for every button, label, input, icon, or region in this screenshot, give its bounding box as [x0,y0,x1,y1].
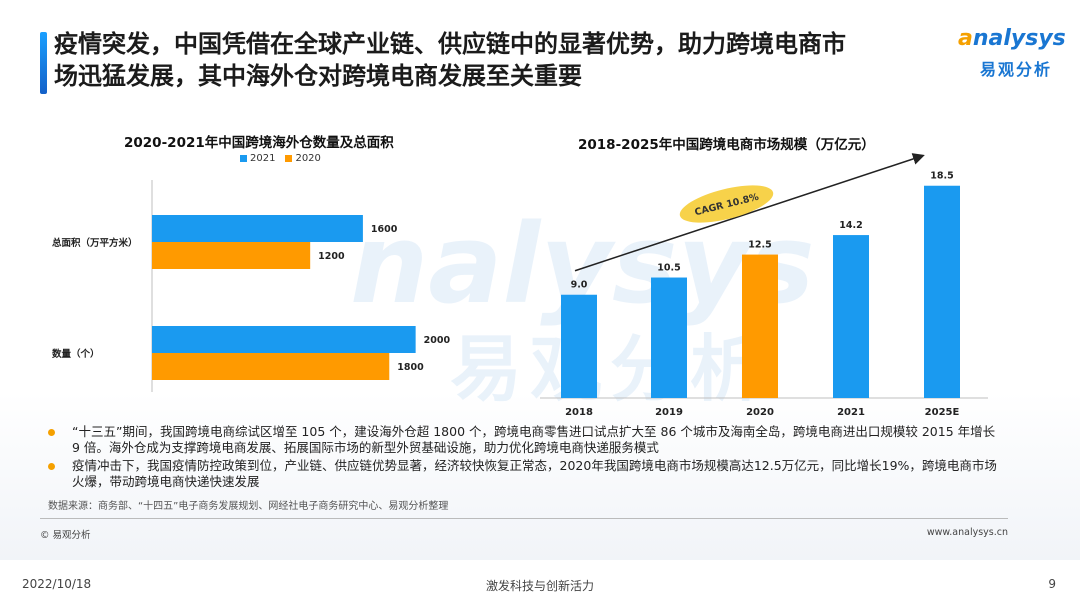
trend-arrow [574,153,925,272]
page-title-line-2: 场迅猛发展，其中海外仓对跨境电商发展至关重要 [54,62,582,90]
footer-date: 2022/10/18 [22,577,92,591]
right-chart-data-label: 9.0 [571,280,588,291]
page-title-line-1: 疫情突发，中国凭借在全球产业链、供应链中的显著优势，助力跨境电商市 [54,30,846,58]
left-chart-data-label: 1600 [371,224,398,235]
slide: nalysys 易观分析 疫情突发，中国凭借在全球产业链、供应链中的显著优势，助… [0,0,1080,560]
data-source: 数据来源：商务部、“十四五”电子商务发展规划、网经社电子商务研究中心、易观分析整… [48,501,449,512]
left-chart-bar-2021 [152,326,416,353]
right-chart-category-label: 2025E [925,407,960,418]
legend-item-2021: 2021 [240,153,275,164]
right-chart-category-label: 2020 [746,407,774,418]
left-chart-data-label: 1800 [397,362,424,373]
right-chart-category-label: 2021 [837,407,865,418]
legend-label-2021: 2021 [250,153,276,164]
analysys-logo: analysys 易观分析 [958,24,1068,84]
right-chart: 9.0 2018 10.5 2019 12.5 2020 14.2 2021 18.5 2025E… [540,153,988,418]
left-chart-bar-2020 [152,353,390,380]
left-chart-bar-2020 [152,242,311,269]
left-chart-legend: 2021 2020 [240,153,321,164]
right-chart-category-label: 2018 [565,407,593,418]
right-chart-data-label: 10.5 [657,263,680,274]
bullet-text-1: “十三五”期间，我国跨境电商综试区增至 105 个，建设海外仓超 1800 个，… [72,424,996,455]
legend-label-2020: 2020 [295,153,321,164]
legend-item-2020: 2020 [285,153,321,164]
copyright: © 易观分析 [40,530,91,541]
legend-swatch-2020 [285,155,293,162]
logo-en: analysys [958,26,1066,51]
bullet-dot [48,463,55,470]
left-chart: 总面积（万平方米） 1600 1200 数量（个） 2000 1800 [51,180,451,392]
left-chart-data-label: 2000 [424,335,451,346]
right-chart-category-label: 2019 [655,407,683,418]
bullet-dot [48,429,55,436]
right-chart-bar-2018 [561,294,597,398]
legend-swatch-2021 [240,155,247,162]
website-link[interactable]: www.analysys.cn [926,527,1008,538]
right-chart-bar-2020 [742,254,778,398]
left-chart-bar-2021 [152,215,363,242]
bullet-item-2: 疫情冲击下，我国疫情防控政策到位，产业链、供应链优势显著，经济较快恢复正常态，2… [48,458,998,490]
page-number: 9 [1048,577,1056,591]
divider [40,518,1008,519]
footer-tagline: 激发科技与创新活力 [485,579,594,593]
bullet-item-1: “十三五”期间，我国跨境电商综试区增至 105 个，建设海外仓超 1800 个，… [48,424,998,456]
right-chart-bar-2021 [833,235,869,398]
left-chart-title: 2020-2021年中国跨境海外仓数量及总面积 [124,135,394,151]
right-chart-data-label: 18.5 [930,171,953,182]
bullet-text-2: 疫情冲击下，我国疫情防控政策到位，产业链、供应链优势显著，经济较快恢复正常态，2… [72,458,997,489]
right-chart-title: 2018-2025年中国跨境电商市场规模（万亿元） [578,137,875,153]
page-title: 疫情突发，中国凭借在全球产业链、供应链中的显著优势，助力跨境电商市 场迅猛发展，… [54,28,954,92]
bullet-list: “十三五”期间，我国跨境电商综试区增至 105 个，建设海外仓超 1800 个，… [48,424,998,492]
right-chart-data-label: 12.5 [748,240,771,251]
cagr-badge [679,185,774,223]
left-chart-category-label: 数量（个） [51,348,100,360]
right-chart-bar-2025E [924,185,960,398]
title-accent-bar [40,32,47,94]
left-chart-data-label: 1200 [318,251,345,262]
logo-cn: 易观分析 [980,60,1053,79]
right-chart-bar-2019 [651,277,687,398]
left-chart-category-label: 总面积（万平方米） [52,237,138,249]
right-chart-data-label: 14.2 [839,220,862,231]
